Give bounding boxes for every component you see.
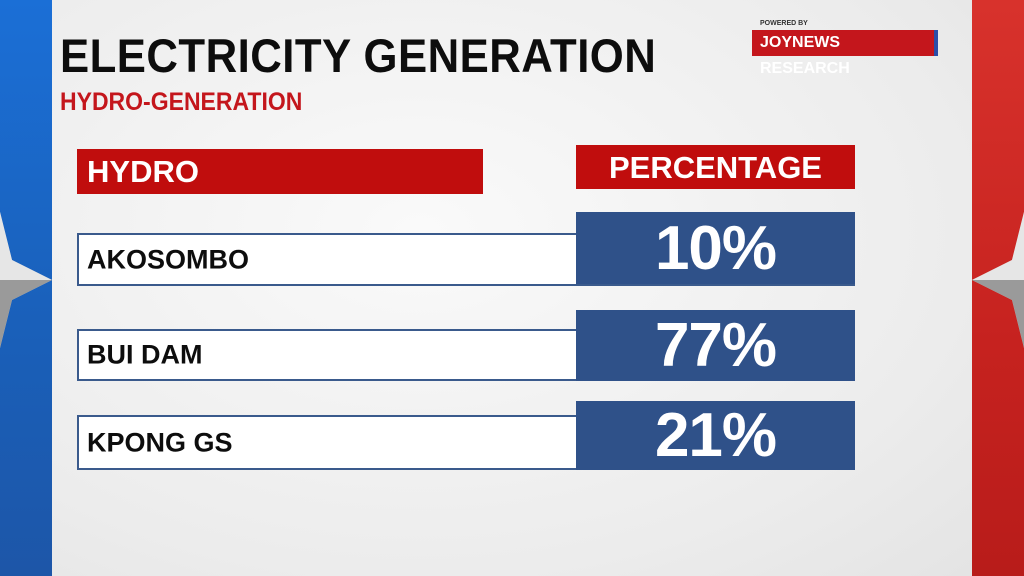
joynews-research-logo: POWERED BY JOYNEWS RESEARCH <box>752 20 938 77</box>
star-icon <box>972 212 1024 348</box>
row-value: 10% <box>576 212 855 284</box>
row-value: 21% <box>576 401 855 470</box>
star-icon <box>0 212 52 348</box>
column-header-hydro: HYDRO <box>77 149 483 194</box>
page-title: ELECTRICITY GENERATION <box>60 29 657 82</box>
right-decorative-band <box>972 0 1024 576</box>
page-subtitle: HYDRO-GENERATION <box>60 88 303 116</box>
row-name: KPONG GS <box>87 427 233 457</box>
row-name: AKOSOMBO <box>87 244 249 274</box>
background <box>52 0 972 576</box>
row-name: BUI DAM <box>87 339 203 370</box>
brand-label: JOYNEWS RESEARCH <box>752 30 938 77</box>
row-value: 77% <box>576 310 855 381</box>
powered-by-label: POWERED BY <box>760 20 808 27</box>
column-header-percentage: PERCENTAGE <box>576 145 855 189</box>
left-decorative-band <box>0 0 52 576</box>
